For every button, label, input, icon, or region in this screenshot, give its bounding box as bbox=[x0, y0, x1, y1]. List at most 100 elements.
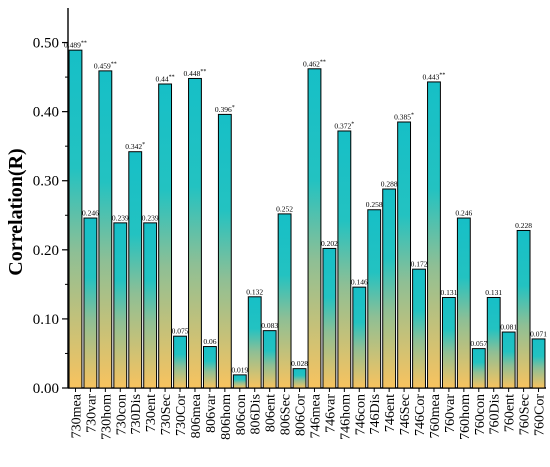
bar-746var bbox=[322, 247, 337, 389]
value-label-24: 0.443** bbox=[423, 72, 446, 81]
y-tick-label-4: 0.40 bbox=[33, 105, 59, 121]
bar-746ent bbox=[382, 188, 397, 389]
category-label-760var: 760var bbox=[443, 394, 458, 433]
value-label-18: 0.372* bbox=[334, 121, 354, 130]
category-label-806mea: 806mea bbox=[189, 393, 204, 438]
value-label-4: 0.342* bbox=[125, 142, 145, 151]
value-label-0: 0.489** bbox=[64, 41, 87, 50]
value-label-6: 0.44** bbox=[156, 75, 175, 84]
value-label-2: 0.459** bbox=[94, 61, 117, 70]
bar-746con bbox=[352, 286, 367, 389]
value-label-15: 0.028 bbox=[291, 359, 308, 368]
value-label-8: 0.448** bbox=[184, 69, 207, 78]
bar-806Cor bbox=[292, 368, 307, 389]
category-label-730ent: 730ent bbox=[144, 394, 159, 432]
category-label-806hom: 806hom bbox=[219, 394, 234, 440]
category-label-806con: 806con bbox=[234, 394, 249, 435]
value-label-12: 0.132 bbox=[246, 287, 263, 296]
bar-730Cor bbox=[173, 335, 187, 389]
bar-746Cor bbox=[412, 268, 426, 389]
bar-730var bbox=[83, 217, 98, 389]
category-label-806Dis: 806Dis bbox=[249, 394, 264, 434]
bar-746Sec bbox=[397, 121, 412, 389]
category-label-806Cor: 806Cor bbox=[294, 394, 309, 436]
category-label-760Cor: 760Cor bbox=[533, 394, 548, 436]
category-label-760mea: 760mea bbox=[428, 393, 443, 438]
bar-806hom bbox=[217, 113, 232, 389]
value-label-26: 0.246 bbox=[455, 209, 472, 218]
value-label-21: 0.288 bbox=[381, 180, 398, 189]
category-label-746mea: 746mea bbox=[308, 393, 323, 438]
bar-806Sec bbox=[277, 213, 292, 389]
bar-730ent bbox=[143, 222, 158, 389]
bar-760mea bbox=[427, 81, 441, 389]
bar-730con bbox=[113, 222, 128, 389]
plot-area: 0.00 0.10 0.20 0.30 0.40 0.50 0.489** 730mea 0.2… bbox=[33, 8, 548, 440]
category-label-730mea: 730mea bbox=[69, 393, 84, 438]
category-label-730con: 730con bbox=[114, 394, 129, 435]
value-label-23: 0.172 bbox=[411, 260, 428, 269]
value-label-20: 0.258 bbox=[366, 200, 383, 209]
bar-746Dis bbox=[367, 209, 382, 389]
value-label-19: 0.146 bbox=[351, 278, 368, 287]
category-label-746Sec: 746Sec bbox=[398, 394, 413, 435]
bar-760var bbox=[441, 296, 456, 389]
category-label-746var: 746var bbox=[323, 394, 338, 433]
category-label-730Dis: 730Dis bbox=[129, 394, 144, 434]
y-tick-label-0: 0.00 bbox=[33, 381, 59, 397]
category-label-760hom: 760hom bbox=[458, 394, 473, 440]
bar-760Dis bbox=[486, 296, 501, 389]
category-label-746con: 746con bbox=[353, 394, 368, 435]
value-label-17: 0.202 bbox=[321, 239, 338, 248]
category-label-806Sec: 806Sec bbox=[279, 394, 294, 435]
category-label-760Sec: 760Sec bbox=[518, 394, 533, 435]
value-label-31: 0.071 bbox=[530, 329, 547, 338]
value-label-10: 0.396* bbox=[215, 105, 235, 114]
category-label-746ent: 746ent bbox=[383, 394, 398, 432]
bar-730Dis bbox=[128, 151, 143, 389]
value-label-14: 0.252 bbox=[276, 204, 293, 213]
value-label-1: 0.246 bbox=[82, 209, 99, 218]
category-label-730Sec: 730Sec bbox=[159, 394, 174, 435]
category-label-746Dis: 746Dis bbox=[368, 394, 383, 434]
bar-806var bbox=[202, 346, 217, 389]
bar-760Sec bbox=[516, 229, 531, 389]
value-label-27: 0.057 bbox=[470, 339, 487, 348]
value-label-5: 0.239 bbox=[142, 213, 159, 222]
value-label-22: 0.385* bbox=[394, 113, 414, 122]
value-label-7: 0.075 bbox=[172, 327, 189, 336]
bar-760hom bbox=[456, 217, 471, 389]
bar-760Cor bbox=[531, 338, 546, 389]
category-label-746hom: 746hom bbox=[338, 394, 353, 440]
category-label-806var: 806var bbox=[204, 394, 219, 433]
value-label-25: 0.131 bbox=[440, 288, 457, 297]
bar-730mea bbox=[68, 49, 83, 389]
bar-746hom bbox=[337, 130, 352, 389]
bar-730Sec bbox=[158, 83, 173, 389]
category-label-730var: 730var bbox=[84, 394, 99, 433]
bar-806mea bbox=[188, 77, 202, 389]
y-axis-label: Correlation(R) bbox=[5, 148, 27, 275]
category-label-746Cor: 746Cor bbox=[413, 394, 428, 436]
category-label-806ent: 806ent bbox=[264, 394, 279, 432]
category-label-730hom: 730hom bbox=[99, 394, 114, 440]
category-label-760ent: 760ent bbox=[503, 394, 518, 432]
value-label-9: 0.06 bbox=[203, 337, 216, 346]
bar-806ent bbox=[262, 330, 277, 389]
bar-760ent bbox=[501, 331, 516, 389]
bar-746mea bbox=[307, 68, 322, 389]
y-tick-label-1: 0.10 bbox=[33, 312, 59, 328]
category-label-730Cor: 730Cor bbox=[174, 394, 189, 436]
value-label-28: 0.131 bbox=[485, 288, 502, 297]
value-label-16: 0.462** bbox=[303, 59, 326, 68]
bar-806con bbox=[232, 374, 247, 389]
bar-760con bbox=[471, 348, 486, 389]
category-label-760Dis: 760Dis bbox=[488, 394, 503, 434]
bar-730hom bbox=[98, 70, 113, 389]
value-label-30: 0.228 bbox=[515, 221, 532, 230]
value-label-29: 0.081 bbox=[500, 323, 517, 332]
value-label-13: 0.083 bbox=[261, 321, 278, 330]
value-label-3: 0.239 bbox=[112, 213, 129, 222]
